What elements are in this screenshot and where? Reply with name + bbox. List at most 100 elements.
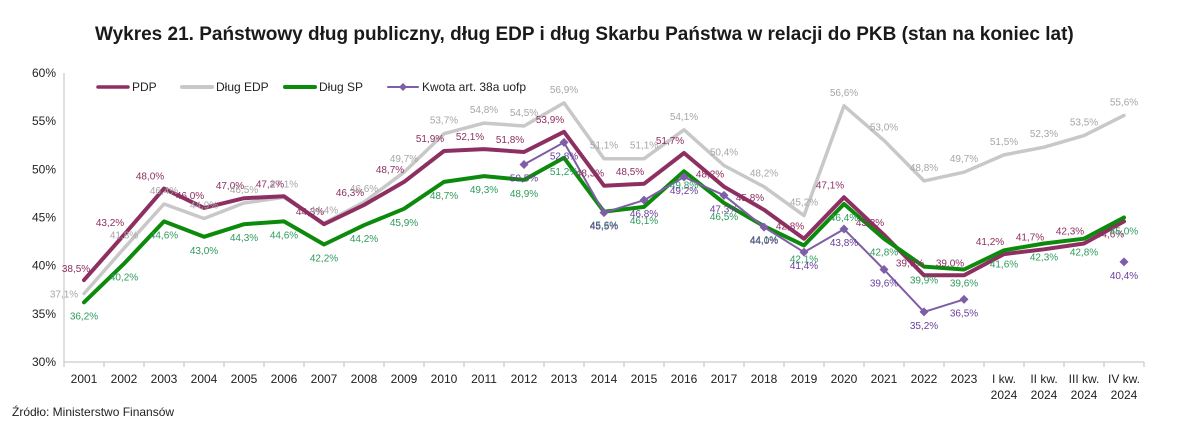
data-label: 49,7%: [950, 154, 978, 165]
data-label: 46,4%: [150, 186, 178, 197]
data-label: 49,7%: [390, 154, 418, 165]
data-label: 36,5%: [950, 308, 978, 319]
data-label: 41,7%: [1016, 232, 1044, 243]
x-tick-label: 2002: [111, 372, 138, 386]
data-label: 51,1%: [630, 141, 658, 152]
data-label: 44,0%: [750, 236, 778, 247]
legend-marker: [399, 83, 407, 91]
x-tick-label: 2019: [791, 372, 818, 386]
legend-label: Kwota art. 38a uofp: [422, 80, 526, 94]
data-label: 46,6%: [350, 184, 378, 195]
data-label: 43,8%: [830, 238, 858, 249]
data-label: 56,9%: [550, 85, 578, 96]
data-label: 43,2%: [856, 218, 884, 229]
x-tick-label: 2006: [271, 372, 298, 386]
data-label: 44,1%: [750, 235, 778, 246]
data-label: 56,6%: [830, 88, 858, 99]
y-tick-label: 50%: [32, 162, 56, 176]
data-label: 52,3%: [1030, 129, 1058, 140]
data-label: 46,3%: [336, 188, 364, 199]
data-label: 36,2%: [70, 311, 98, 322]
data-label: 47,1%: [270, 179, 298, 190]
x-tick-label: 2004: [191, 372, 218, 386]
data-label: 44,9%: [190, 200, 218, 211]
data-label: 45,8%: [736, 193, 764, 204]
y-tick-label: 40%: [32, 259, 56, 273]
data-label: 49,2%: [670, 186, 698, 197]
y-tick-label: 30%: [32, 355, 56, 369]
x-tick-label: 2012: [511, 372, 538, 386]
data-label: 51,7%: [656, 136, 684, 147]
data-label: 44,3%: [230, 233, 258, 244]
y-tick-label: 45%: [32, 211, 56, 225]
data-label: 45,9%: [390, 218, 418, 229]
data-label: 44,6%: [150, 230, 178, 241]
data-label: 52,1%: [456, 132, 484, 143]
data-point-marker: [879, 265, 889, 275]
data-label: 53,0%: [870, 122, 898, 133]
x-tick-label: 2018: [751, 372, 778, 386]
data-label: 42,1%: [790, 254, 818, 265]
data-label: 43,2%: [96, 218, 124, 229]
y-tick-label: 35%: [32, 307, 56, 321]
data-label: 48,2%: [696, 170, 724, 181]
data-label: 46,5%: [710, 212, 738, 223]
data-label: 39,0%: [896, 258, 924, 269]
data-label: 44,4%: [310, 205, 338, 216]
x-tick-label: 2001: [71, 372, 98, 386]
data-label: 46,5%: [230, 185, 258, 196]
legend-label: Dług EDP: [216, 80, 269, 94]
data-label: 45,6%: [590, 221, 618, 232]
data-point-marker: [519, 160, 529, 170]
x-tick-label: 2005: [231, 372, 258, 386]
data-label: 46,0%: [176, 191, 204, 202]
y-tick-label: 55%: [32, 114, 56, 128]
data-label: 45,5%: [590, 222, 618, 233]
data-label: 53,5%: [1070, 118, 1098, 129]
x-tick-label: 2010: [431, 372, 458, 386]
x-tick-label: 2014: [591, 372, 618, 386]
data-label: 48,7%: [430, 191, 458, 202]
data-point-marker: [719, 190, 729, 200]
data-point-marker: [919, 307, 929, 317]
x-tick-label: 2022: [911, 372, 938, 386]
data-point-marker: [759, 222, 769, 232]
legend-label: PDP: [132, 80, 157, 94]
data-label: 49,8%: [670, 180, 698, 191]
data-point-marker: [599, 208, 609, 218]
x-tick-label: 2011: [471, 372, 497, 386]
data-label: 51,8%: [496, 135, 524, 146]
data-label: 51,9%: [416, 134, 444, 145]
data-label: 49,3%: [470, 185, 498, 196]
x-tick-label: IV kw. 2024: [1108, 372, 1140, 402]
data-point-marker: [959, 294, 969, 304]
data-label: 54,5%: [510, 108, 538, 119]
data-label: 48,5%: [616, 167, 644, 178]
data-label: 42,8%: [776, 222, 804, 233]
data-label: 51,1%: [590, 141, 618, 152]
data-label: 53,7%: [430, 116, 458, 127]
data-label: 48,9%: [510, 189, 538, 200]
data-point-marker: [559, 137, 569, 147]
data-label: 48,3%: [576, 169, 604, 180]
data-label: 39,6%: [950, 279, 978, 290]
series-line-0: [82, 129, 1126, 283]
data-label: 41,8%: [110, 230, 138, 241]
data-label: 42,3%: [1056, 227, 1084, 238]
data-label: 42,3%: [1030, 253, 1058, 264]
data-point-marker: [679, 172, 689, 182]
legend-label: Dług SP: [319, 80, 363, 94]
data-label: 42,8%: [1070, 248, 1098, 259]
data-label: 43,0%: [190, 246, 218, 257]
data-point-marker: [639, 195, 649, 205]
data-label: 38,5%: [62, 264, 90, 275]
data-label: 45,0%: [1110, 227, 1138, 238]
data-label: 48,2%: [750, 169, 778, 180]
x-tick-label: II kw. 2024: [1030, 372, 1057, 402]
data-label: 41,4%: [790, 261, 818, 272]
x-tick-label: 2007: [311, 372, 338, 386]
x-tick-label: III kw. 2024: [1069, 372, 1100, 402]
data-label: 46,1%: [630, 216, 658, 227]
legend: PDP Dług EDP Dług SP Kwota art. 38a uofp: [96, 80, 526, 94]
